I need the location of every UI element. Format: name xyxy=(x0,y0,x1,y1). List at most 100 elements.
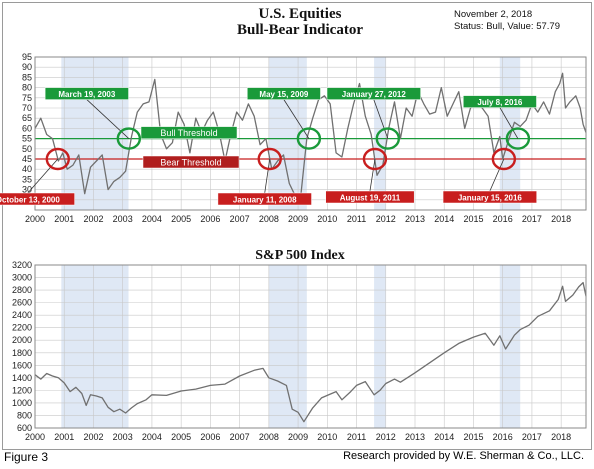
annotation-leader-7 xyxy=(499,107,519,139)
x-tick-label-1: 2007 xyxy=(230,432,250,442)
x-tick-label-1: 2000 xyxy=(25,432,45,442)
y-tick-label-1: 1600 xyxy=(12,360,32,370)
annotation-label-box-6 xyxy=(442,190,537,204)
x-tick-label-1: 2014 xyxy=(434,432,454,442)
shaded-period-1-2 xyxy=(374,265,386,428)
y-tick-label-0: 45 xyxy=(22,154,32,164)
annotation-label-box-7 xyxy=(463,95,537,108)
y-tick-label-1: 1000 xyxy=(12,398,32,408)
annotation-circle-1 xyxy=(116,127,142,150)
x-tick-label-1: 2001 xyxy=(54,432,74,442)
y-tick-label-0: 60 xyxy=(22,123,32,133)
y-tick-label-0: 30 xyxy=(22,185,32,195)
annotation-label-box-1 xyxy=(44,87,129,100)
status-note: Status: Bull, Value: 57.79 xyxy=(454,21,560,32)
annotation-circle-7 xyxy=(505,127,531,150)
y-tick-label-1: 2000 xyxy=(12,335,32,345)
annotation-label-2: January 11, 2008 xyxy=(233,196,297,205)
y-tick-label-0: 35 xyxy=(22,174,32,184)
y-tick-label-1: 600 xyxy=(17,423,32,433)
annotation-leader-3 xyxy=(283,99,310,139)
annotation-label-4: August 19, 2011 xyxy=(340,194,401,203)
annotation-label-box-2 xyxy=(217,192,312,206)
annotation-circle-5 xyxy=(375,127,401,150)
threshold-label-box-0 xyxy=(140,126,238,139)
x-tick-label-0: 2012 xyxy=(376,214,396,224)
y-tick-label-1: 2800 xyxy=(12,285,32,295)
y-tick-label-1: 1200 xyxy=(12,385,32,395)
x-tick-label-1: 2011 xyxy=(347,432,366,442)
annotation-leader-0 xyxy=(27,158,59,194)
x-tick-label-1: 2005 xyxy=(171,432,191,442)
shaded-period-1-1 xyxy=(268,265,307,428)
annotation-leader-4 xyxy=(369,158,376,192)
annotation-circle-4 xyxy=(362,147,388,171)
credit-text: Research provided by W.E. Sherman & Co.,… xyxy=(343,450,584,462)
y-tick-label-0: 65 xyxy=(22,113,32,123)
shaded-period-1-0 xyxy=(61,265,129,428)
x-tick-label-1: 2010 xyxy=(317,432,337,442)
y-tick-label-0: 75 xyxy=(22,93,32,103)
annotation-label-box-3 xyxy=(247,87,321,100)
y-tick-label-0: 90 xyxy=(22,62,32,72)
annotation-label-5: January 27, 2012 xyxy=(342,90,407,99)
x-tick-label-0: 2006 xyxy=(200,214,220,224)
annotation-label-box-0 xyxy=(0,192,75,206)
y-tick-label-0: 40 xyxy=(22,164,32,174)
annotation-label-7: July 8, 2016 xyxy=(477,98,522,107)
y-tick-label-0: 50 xyxy=(22,144,32,154)
x-tick-label-1: 2016 xyxy=(493,432,513,442)
y-tick-label-1: 800 xyxy=(17,410,32,420)
x-tick-label-0: 2014 xyxy=(434,214,454,224)
x-tick-label-1: 2004 xyxy=(142,432,162,442)
y-tick-label-1: 1400 xyxy=(12,373,32,383)
x-tick-label-0: 2000 xyxy=(25,214,45,224)
x-tick-label-1: 2018 xyxy=(551,432,571,442)
x-tick-label-0: 2016 xyxy=(493,214,513,224)
plot-border-0 xyxy=(34,56,587,211)
x-tick-label-1: 2009 xyxy=(288,432,308,442)
threshold-label-box-1 xyxy=(142,155,240,169)
annotation-label-box-5 xyxy=(326,87,421,100)
annotation-leader-6 xyxy=(489,158,505,192)
chart-title-0: U.S. Equities xyxy=(259,6,342,22)
y-tick-label-1: 2400 xyxy=(12,310,32,320)
x-tick-label-1: 2008 xyxy=(259,432,279,442)
x-tick-label-0: 2017 xyxy=(522,214,542,224)
x-tick-label-1: 2017 xyxy=(522,432,542,442)
y-tick-label-0: 55 xyxy=(22,134,32,144)
x-tick-label-0: 2018 xyxy=(551,214,571,224)
x-tick-label-0: 2001 xyxy=(54,214,74,224)
x-tick-label-0: 2015 xyxy=(463,214,483,224)
y-tick-label-1: 2200 xyxy=(12,323,32,333)
annotation-leader-2 xyxy=(264,158,271,194)
annotation-circle-3 xyxy=(296,127,322,150)
annotation-circle-6 xyxy=(491,147,517,171)
threshold-label-1: Bear Threshold xyxy=(160,158,221,168)
x-tick-label-0: 2002 xyxy=(83,214,103,224)
y-tick-label-1: 2600 xyxy=(12,298,32,308)
x-tick-label-1: 2006 xyxy=(200,432,220,442)
x-tick-label-0: 2005 xyxy=(171,214,191,224)
threshold-label-0: Bull Threshold xyxy=(160,128,217,138)
shaded-period-1-3 xyxy=(499,265,521,428)
annotation-circle-0 xyxy=(45,147,70,171)
x-tick-label-0: 2003 xyxy=(113,214,133,224)
y-tick-label-1: 3200 xyxy=(12,260,32,270)
x-tick-label-0: 2008 xyxy=(259,214,279,224)
y-tick-label-0: 95 xyxy=(22,52,32,62)
x-tick-label-0: 2013 xyxy=(405,214,425,224)
x-tick-label-0: 2007 xyxy=(230,214,250,224)
x-tick-label-0: 2009 xyxy=(288,214,308,224)
annotation-circle-2 xyxy=(257,147,282,171)
y-tick-label-0: 80 xyxy=(22,83,32,93)
series-line-1-0 xyxy=(34,281,587,423)
y-tick-label-1: 1800 xyxy=(12,348,32,358)
shaded-period-0-0 xyxy=(61,57,129,210)
shaded-period-0-3 xyxy=(499,57,521,210)
annotation-label-3: May 15, 2009 xyxy=(259,90,308,99)
y-tick-label-0: 70 xyxy=(22,103,32,113)
plot-border-1 xyxy=(34,264,587,429)
chart-subtitle-0: Bull-Bear Indicator xyxy=(237,22,363,38)
